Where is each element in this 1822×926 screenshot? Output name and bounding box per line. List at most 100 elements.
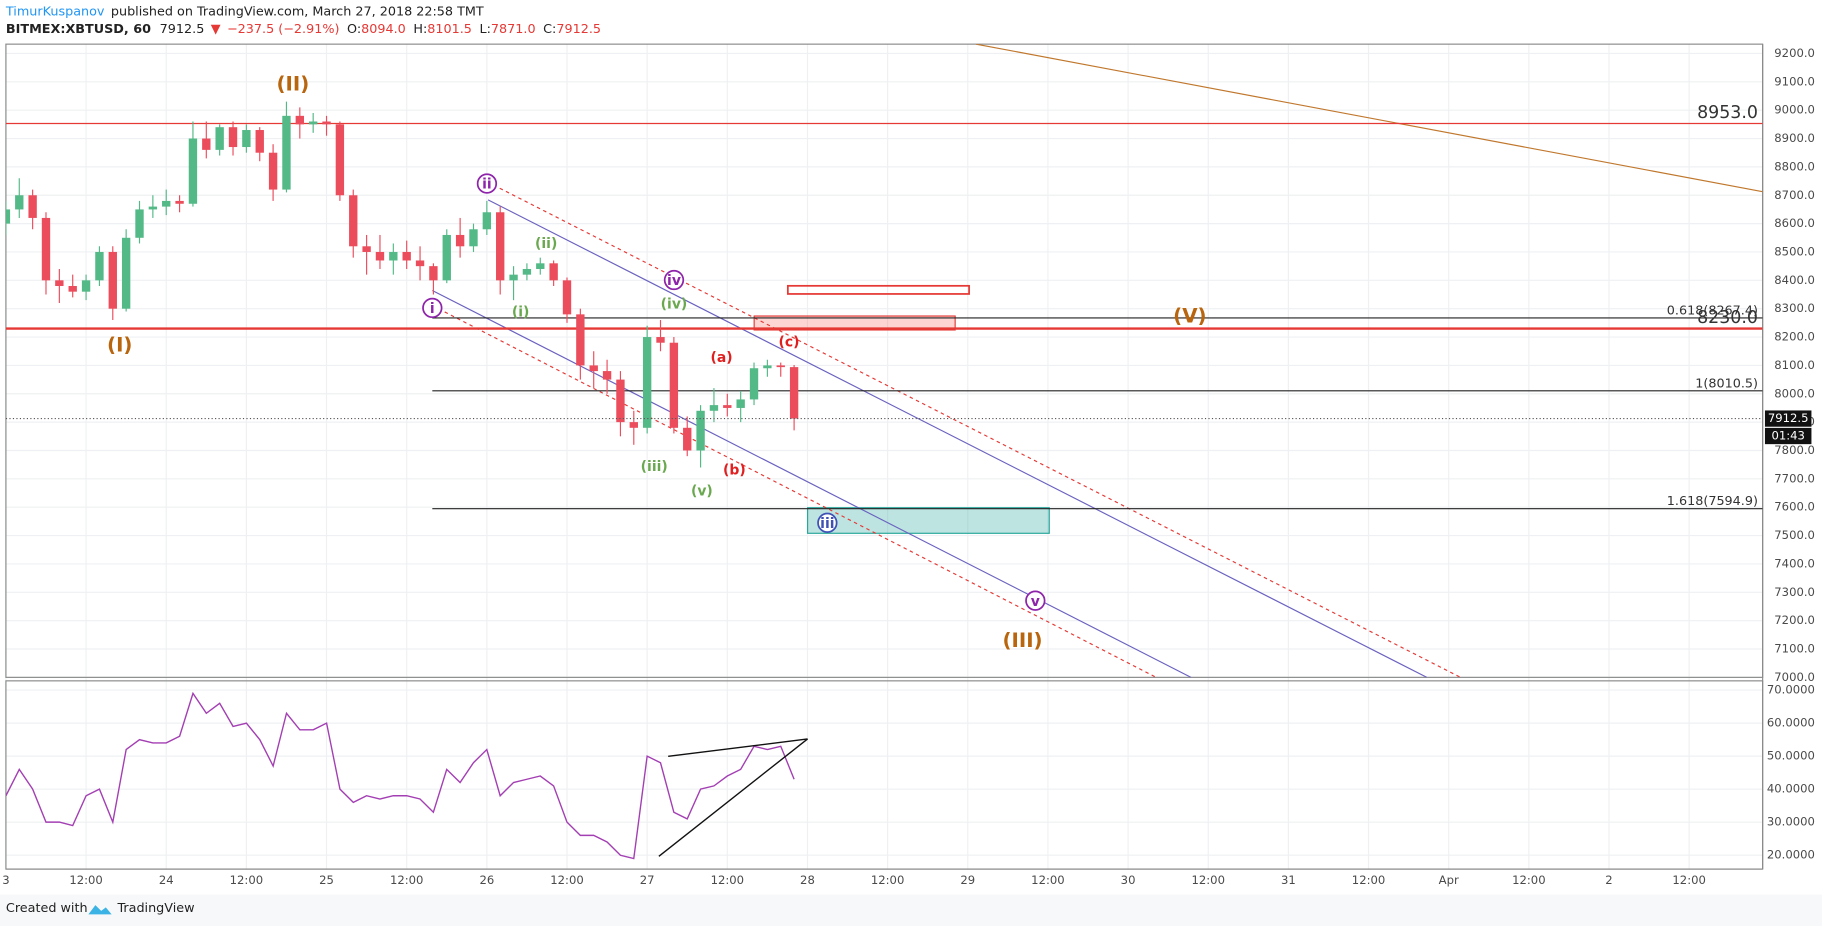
y-tick-label: 20.0000: [1767, 848, 1815, 862]
ohlc-value: 8101.5: [427, 22, 472, 37]
price-tag-label: 7912.5: [1768, 411, 1809, 425]
x-tick-label: 3: [2, 873, 9, 887]
candle-body: [55, 280, 64, 287]
candle-body: [135, 209, 144, 238]
candle-body: [442, 234, 451, 281]
wave-label: (V): [1173, 305, 1206, 328]
candle-body: [429, 266, 438, 281]
y-tick-label: 8800.0: [1774, 159, 1815, 173]
arrow: ▼: [211, 22, 221, 37]
wave-circle: [422, 297, 443, 319]
wave-label: iv: [667, 273, 681, 289]
candle-body: [723, 405, 732, 408]
y-tick-label: 7700.0: [1774, 471, 1815, 485]
target-box: [786, 284, 970, 295]
candle-body: [349, 195, 358, 247]
candle-body: [656, 337, 665, 343]
candle-body: [696, 410, 705, 451]
y-tick-label: 7100.0: [1774, 642, 1815, 656]
x-tick-label: 12:00: [1192, 873, 1225, 887]
resistance-zone: [753, 315, 956, 331]
channel-line: [487, 199, 1428, 678]
candle-body: [68, 286, 77, 292]
y-tick-label: 8100.0: [1774, 358, 1815, 372]
footer-created: Created with: [6, 901, 88, 916]
y-tick-label: 7600.0: [1774, 500, 1815, 514]
x-tick-label: 12:00: [1031, 873, 1064, 887]
x-tick-label: 24: [159, 873, 174, 887]
candle-body: [576, 314, 585, 366]
candle-body: [242, 130, 251, 148]
y-tick-label: 8900.0: [1774, 131, 1815, 145]
header-line-1: TimurKuspanov published on TradingView.c…: [5, 4, 484, 19]
ohlc-value: 7871.0: [491, 22, 536, 37]
candle-body: [496, 212, 505, 281]
candle-body: [308, 121, 318, 125]
y-tick-label: 8600.0: [1774, 216, 1815, 230]
wave-label: (ii): [535, 236, 557, 252]
price-plot: [5, 44, 1763, 678]
candle-body: [95, 251, 104, 281]
candle-body: [175, 200, 184, 204]
wave-label: (iv): [661, 296, 688, 312]
last: 7912.5: [160, 22, 205, 37]
wave-label: v: [1031, 594, 1040, 610]
candle-body: [335, 124, 345, 196]
wave-circle: [663, 269, 685, 291]
candle-body: [202, 138, 211, 150]
y-tick-label: 70.0000: [1767, 683, 1815, 697]
y-tick-label: 9200.0: [1774, 46, 1815, 60]
candle-body: [215, 127, 224, 150]
y-tick-label: 8400.0: [1774, 273, 1815, 287]
ohlc-key: O:: [347, 22, 361, 37]
wave-label: (I): [107, 334, 132, 357]
support-zone: [807, 507, 1050, 534]
y-tick-label: 7400.0: [1774, 556, 1815, 570]
ohlc-value: 8094.0: [361, 22, 406, 37]
channel-line: [499, 187, 1461, 678]
candle-body: [375, 251, 385, 261]
x-tick-label: 12:00: [230, 873, 263, 887]
wave-label: iii: [820, 516, 834, 532]
y-tick-label: 8200.0: [1774, 330, 1815, 344]
y-tick-label: 7500.0: [1774, 528, 1815, 542]
candle-body: [629, 422, 638, 428]
candle-body: [683, 427, 692, 451]
candle-body: [282, 115, 291, 190]
x-tick-label: 26: [479, 873, 494, 887]
candle-body: [255, 130, 264, 153]
published: published on TradingView.com, March 27, …: [111, 4, 484, 19]
candle-body: [642, 337, 652, 428]
wave-circle: [476, 173, 498, 194]
y-tick-label: 8300.0: [1774, 301, 1815, 315]
x-tick-label: 12:00: [1672, 873, 1705, 887]
header-line-2: BITMEX:XBTUSD, 60 7912.5 ▼ −237.5 (−2.91…: [6, 22, 601, 37]
price-tag: [1764, 410, 1812, 427]
candle-body: [15, 195, 24, 210]
candle-body: [322, 121, 331, 125]
candle-body: [81, 280, 91, 292]
wave-label: (c): [778, 335, 799, 351]
countdown-label: 01:43: [1771, 429, 1804, 443]
candle-body: [616, 379, 625, 423]
x-tick-label: 12:00: [1352, 873, 1385, 887]
x-tick-label: 12:00: [550, 873, 583, 887]
candle-body: [228, 127, 238, 148]
ohlc-value: 7912.5: [556, 22, 601, 37]
wave-label: i: [430, 301, 435, 317]
wave-label: (a): [711, 350, 733, 366]
candle-body: [602, 371, 612, 380]
x-tick-label: 25: [319, 873, 334, 887]
x-tick-label: Apr: [1439, 873, 1459, 887]
footer-brand[interactable]: TradingView: [116, 901, 194, 916]
level-label: 1.618(7594.9): [1667, 494, 1758, 509]
candle-body: [148, 206, 158, 210]
candle-body: [162, 200, 171, 207]
wave-label: (i): [512, 305, 530, 321]
y-tick-label: 9100.0: [1774, 74, 1815, 88]
x-tick-label: 12:00: [1512, 873, 1545, 887]
wave-label: (v): [691, 483, 713, 499]
candle-body: [5, 209, 11, 224]
author[interactable]: TimurKuspanov: [5, 4, 105, 19]
